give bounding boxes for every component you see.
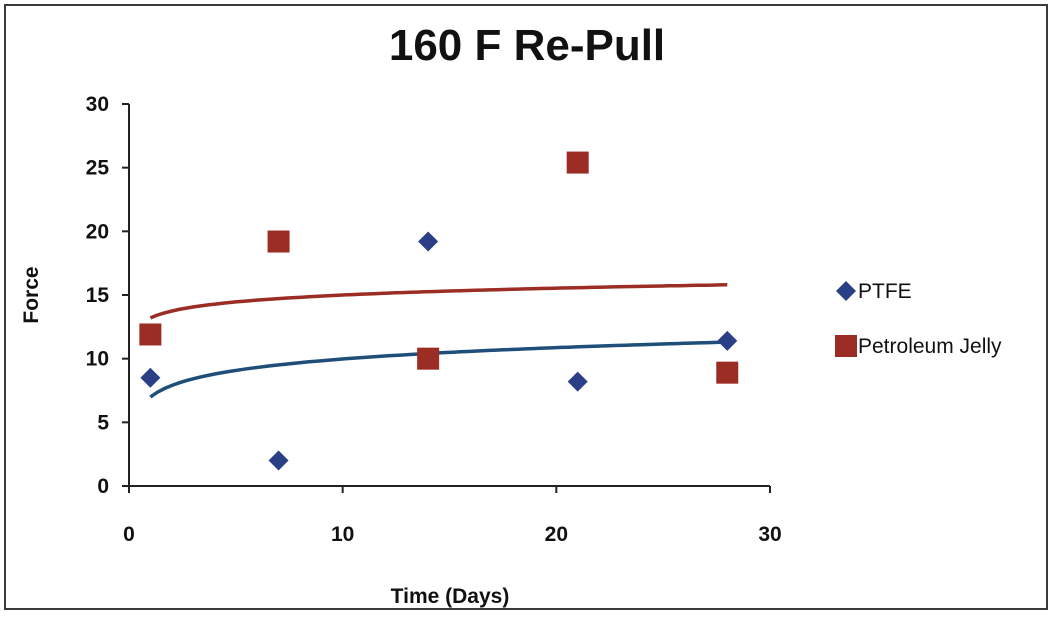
- chart-frame: [4, 4, 1048, 610]
- data-points: [139, 151, 739, 471]
- petroleum-jelly-point: [566, 151, 589, 174]
- y-tick-label: 30: [86, 93, 109, 116]
- y-tick-label: 15: [86, 284, 110, 307]
- trendline-petroleum-jelly: [149, 283, 728, 320]
- petroleum-jelly-point: [139, 323, 162, 346]
- x-tick-label: 30: [758, 523, 781, 546]
- y-tick-label: 25: [86, 157, 110, 180]
- x-axis-title: Time (Days): [391, 585, 510, 608]
- legend-ptfe-label: PTFE: [858, 280, 912, 303]
- y-tick-label: 0: [97, 475, 109, 498]
- x-tick-label: 10: [331, 523, 354, 546]
- x-axis: 0 10 20 30: [123, 485, 782, 546]
- trendlines: [149, 283, 728, 399]
- ptfe-point: [567, 371, 588, 392]
- petroleum-jelly-point: [716, 361, 739, 384]
- legend-petroleum-jelly-marker: [835, 335, 857, 357]
- ptfe-point: [268, 450, 289, 471]
- ptfe-point: [418, 231, 439, 252]
- ptfe-point: [140, 367, 161, 388]
- petroleum-jelly-point: [417, 347, 440, 370]
- legend-petroleum-jelly-label: Petroleum Jelly: [858, 335, 1002, 358]
- legend: PTFE Petroleum Jelly: [835, 280, 1002, 358]
- y-axis-title: Force: [20, 266, 43, 323]
- x-tick-label: 20: [545, 523, 568, 546]
- y-tick-label: 10: [86, 348, 109, 371]
- y-tick-label: 20: [86, 220, 109, 243]
- chart-title: 160 F Re-Pull: [389, 21, 665, 70]
- petroleum-jelly-point: [267, 230, 290, 253]
- y-axis: 0 5 10 15 20 25 30: [86, 93, 130, 498]
- x-tick-label: 0: [123, 523, 135, 546]
- legend-ptfe-marker: [836, 281, 856, 301]
- y-tick-label: 5: [97, 411, 109, 434]
- ptfe-point: [717, 330, 738, 351]
